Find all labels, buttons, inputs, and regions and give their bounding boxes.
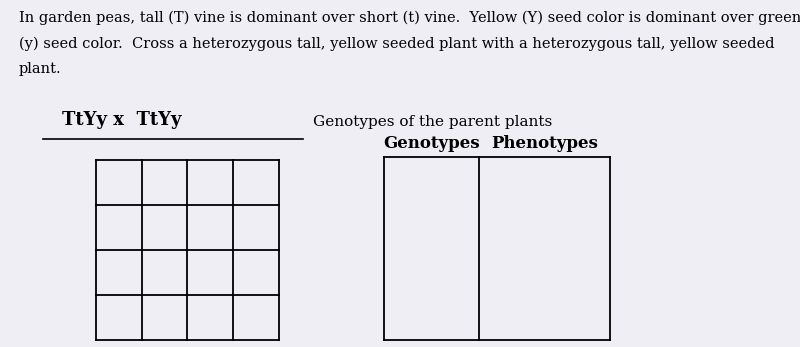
- Text: plant.: plant.: [18, 62, 61, 76]
- Text: (y) seed color.  Cross a heterozygous tall, yellow seeded plant with a heterozyg: (y) seed color. Cross a heterozygous tal…: [18, 36, 774, 51]
- Text: Genotypes: Genotypes: [383, 135, 480, 152]
- Text: In garden peas, tall (T) vine is dominant over short (t) vine.  Yellow (Y) seed : In garden peas, tall (T) vine is dominan…: [18, 10, 800, 25]
- Text: Genotypes of the parent plants: Genotypes of the parent plants: [313, 116, 552, 129]
- Text: Phenotypes: Phenotypes: [491, 135, 598, 152]
- Text: TtYy x  TtYy: TtYy x TtYy: [62, 111, 182, 129]
